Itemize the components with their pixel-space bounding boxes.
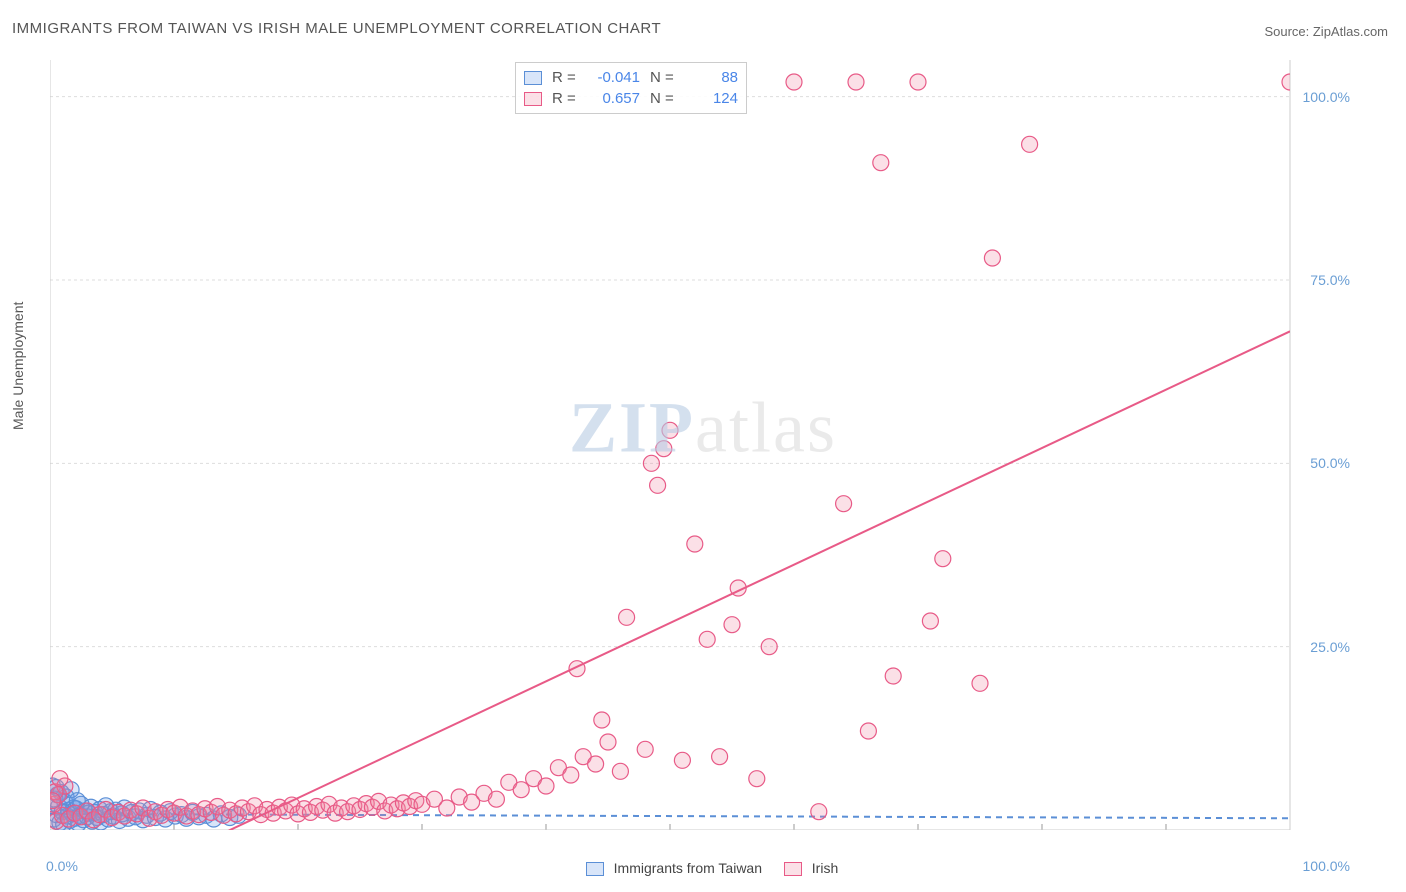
correlation-legend: R = -0.041 N = 88 R = 0.657 N = 124 [515,62,747,114]
correlation-row-0: R = -0.041 N = 88 [524,67,738,88]
r-value-1: 0.657 [590,90,640,107]
x-tick-100: 100.0% [1303,858,1350,874]
r-label: R = [552,69,580,86]
legend-swatch-irish [784,862,802,876]
legend-swatch-irish [524,92,542,106]
y-axis-label: Male Unemployment [10,302,26,430]
legend-label-irish: Irish [812,860,838,876]
series-legend: Immigrants from Taiwan Irish [0,860,1406,876]
r-value-0: -0.041 [590,69,640,86]
legend-label-taiwan: Immigrants from Taiwan [614,860,762,876]
y-tick-100: 100.0% [1303,89,1350,105]
chart-title: IMMIGRANTS FROM TAIWAN VS IRISH MALE UNE… [12,20,661,37]
n-value-1: 124 [688,90,738,107]
x-tick-0: 0.0% [46,858,78,874]
source-attribution: Source: ZipAtlas.com [1264,24,1388,39]
scatter-plot-svg [50,60,1350,830]
n-label: N = [650,90,678,107]
legend-swatch-taiwan [524,71,542,85]
y-tick-50: 50.0% [1310,455,1350,471]
y-tick-75: 75.0% [1310,272,1350,288]
y-tick-25: 25.0% [1310,639,1350,655]
legend-swatch-taiwan [586,862,604,876]
chart-container: IMMIGRANTS FROM TAIWAN VS IRISH MALE UNE… [0,0,1406,892]
plot-area [50,60,1350,830]
r-label: R = [552,90,580,107]
n-value-0: 88 [688,69,738,86]
n-label: N = [650,69,678,86]
correlation-row-1: R = 0.657 N = 124 [524,88,738,109]
